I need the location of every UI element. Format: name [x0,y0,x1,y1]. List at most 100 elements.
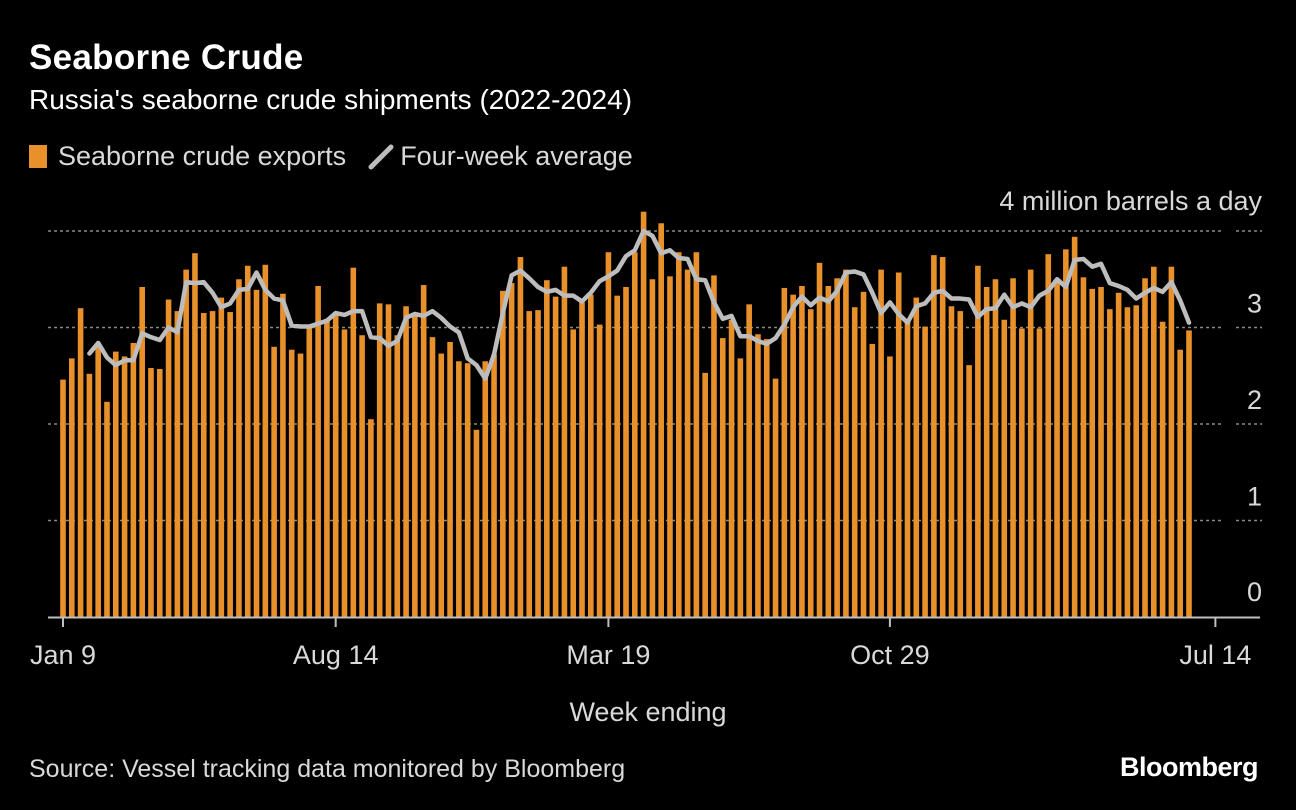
bar-week-52 [517,257,524,617]
bar-week-60 [588,294,594,617]
bar-week-62 [605,252,612,618]
bar-week-121 [1124,307,1131,617]
bar-week-50 [500,290,506,617]
bar-week-51 [508,283,515,617]
bar-week-127 [1177,349,1183,617]
bar-week-104 [975,265,981,617]
bar-week-120 [1115,292,1122,617]
bar-week-49 [491,354,497,617]
y-tick-label: 0 [1247,577,1262,607]
bar-week-35 [368,419,374,617]
source-note: Source: Vessel tracking data monitored b… [29,755,626,783]
x-tick-label: Mar 19 [566,640,650,670]
bar-week-45 [456,361,462,617]
bar-week-105 [983,286,990,617]
bar-week-19 [227,312,233,617]
x-tick-label: Oct 29 [850,640,930,670]
bar-week-94 [887,356,893,617]
bar-week-126 [1168,266,1175,617]
bar-week-37 [385,304,392,617]
bar-week-89 [843,269,849,617]
bar-week-22 [253,289,260,617]
bar-week-58 [570,329,577,617]
bar-week-15 [192,253,198,617]
y-tick-label: 1 [1247,482,1262,512]
bar-week-25 [280,293,286,617]
bar-week-64 [623,286,629,617]
bar-week-97 [913,297,920,617]
bar-week-34 [359,335,365,617]
bar-week-17 [209,311,216,617]
bar-week-112 [1045,254,1052,617]
bar-week-124 [1151,266,1157,617]
bar-week-21 [244,265,251,617]
bar-week-12 [165,299,172,617]
bar-week-108 [1010,278,1016,617]
bar-week-47 [473,429,480,617]
bar-week-28 [306,327,313,617]
bar-week-40 [412,313,418,617]
bar-week-84 [799,286,805,617]
bar-week-43 [438,353,445,617]
bar-week-36 [376,303,383,618]
bar-week-90 [851,307,858,617]
bar-week-67 [649,279,656,617]
bloomberg-logo: Bloomberg [1119,752,1259,782]
bar-week-24 [271,346,277,617]
bar-week-69 [667,276,673,617]
bar-week-83 [790,294,796,617]
bar-week-30 [324,318,330,617]
y-axis-unit-label: 4 million barrels a day [999,186,1262,216]
line-legend-label: Four-week average [400,141,633,171]
line-legend-swatch [368,144,394,169]
bar-week-75 [719,338,726,617]
bar-week-65 [632,252,638,618]
bar-week-33 [350,267,357,617]
chart-title: Seaborne Crude [29,38,304,77]
bar-week-82 [781,287,788,617]
bar-week-95 [895,272,902,617]
bar-week-2 [77,308,84,617]
bar-week-57 [561,266,568,617]
bar-week-93 [878,269,884,617]
chart-subtitle: Russia's seaborne crude shipments (2022-… [29,84,633,115]
x-tick-label: Jan 9 [30,640,96,670]
four-week-average-line [87,228,1192,381]
bar-week-26 [288,349,295,617]
bar-week-66 [640,211,647,617]
bar-week-103 [966,365,972,617]
axis-layer: 0 1 2 3 Jan 9 Aug 14 Mar 19 Oct 29 Jul 14 [30,289,1262,671]
bar-week-9 [139,286,145,617]
bar-week-116 [1080,277,1087,617]
bar-week-56 [552,296,559,617]
bar-week-16 [200,313,207,617]
bar-week-77 [737,358,744,617]
bar-week-118 [1098,286,1104,617]
bar-week-41 [420,285,427,617]
bar-week-48 [482,361,489,617]
bar-week-38 [394,335,401,617]
bar-week-27 [297,353,304,617]
bar-week-78 [746,304,752,617]
bar-week-71 [684,269,691,617]
bar-week-73 [702,372,708,617]
bar-week-6 [112,351,119,618]
line-layer [87,228,1192,381]
bar-week-125 [1159,321,1166,617]
y-tick-label: 3 [1247,289,1262,319]
bar-week-4 [95,346,101,617]
bar-week-72 [693,252,700,618]
bar-week-3 [86,373,93,617]
bar-week-55 [544,280,550,617]
bar-week-92 [869,343,876,617]
bar-week-88 [834,278,840,617]
bar-week-8 [130,342,137,617]
bar-legend-label: Seaborne crude exports [58,141,347,171]
bar-week-117 [1089,288,1096,617]
bar-week-101 [948,306,955,617]
grid-layer [48,230,1262,522]
bar-week-98 [922,326,928,617]
bar-week-68 [658,223,664,617]
bar-week-61 [596,324,603,617]
